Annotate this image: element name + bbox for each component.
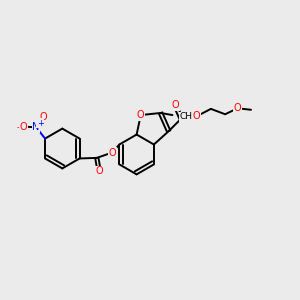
Text: O: O	[108, 148, 116, 158]
Text: O: O	[40, 112, 47, 122]
Text: CH₃: CH₃	[180, 112, 196, 121]
Text: O: O	[137, 110, 145, 120]
Text: O: O	[234, 103, 242, 113]
Text: O: O	[171, 100, 179, 110]
Text: O: O	[95, 166, 103, 176]
Text: -: -	[16, 122, 20, 132]
Text: +: +	[37, 118, 44, 127]
Text: O: O	[20, 122, 28, 132]
Text: O: O	[193, 111, 200, 121]
Text: N: N	[32, 122, 40, 132]
